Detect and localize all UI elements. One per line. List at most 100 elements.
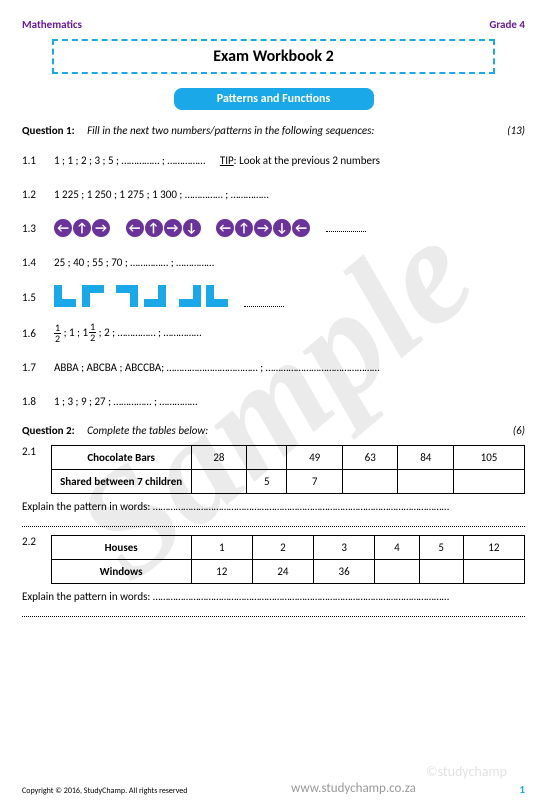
arrow-left-icon: ← bbox=[126, 219, 144, 237]
answer-blank bbox=[326, 222, 366, 232]
item-seq: 12 ; 1 ; 112 ; 2 ; …………… ; …………… bbox=[54, 322, 525, 344]
answer-blank bbox=[244, 297, 284, 307]
q2-label: Question 2: bbox=[22, 424, 75, 437]
table-row: Windows 12 24 36 bbox=[51, 560, 524, 584]
tip-text: TIP: Look at the previous 2 numbers bbox=[220, 154, 380, 167]
arrow-group-2: ←↑→↓ bbox=[126, 219, 202, 237]
arrow-left-icon: ← bbox=[292, 219, 310, 237]
seq-text: 1 ; 1 ; 2 ; 3 ; 5 ; …………… ; …………… bbox=[54, 154, 205, 167]
row-header: Windows bbox=[51, 560, 191, 584]
table-cell: 36 bbox=[314, 560, 375, 584]
table-cell bbox=[247, 446, 287, 470]
website-text: www.studychamp.co.za bbox=[188, 781, 520, 796]
table-row: Shared between 7 children 5 7 bbox=[51, 470, 524, 494]
l-shape-icon bbox=[144, 285, 166, 307]
arrow-pattern: ←↑→ ←↑→↓ ←↑→↓← bbox=[54, 219, 525, 237]
item-num: 1.5 bbox=[22, 291, 46, 304]
q1-item-6: 1.6 12 ; 1 ; 112 ; 2 ; …………… ; …………… bbox=[22, 322, 525, 344]
page-number: 1 bbox=[519, 783, 525, 796]
question-1-heading: Question 1: Fill in the next two numbers… bbox=[22, 124, 525, 137]
item-seq: 1 ; 3 ; 9 ; 27 ; …………… ; …………… bbox=[54, 395, 525, 408]
arrow-group-3: ←↑→↓← bbox=[216, 219, 311, 237]
arrow-group-1: ←↑→ bbox=[54, 219, 111, 237]
q2-table-1-wrap: 2.1 Chocolate Bars 28 49 63 84 105 Share… bbox=[22, 445, 525, 494]
item-num: 1.8 bbox=[22, 395, 46, 408]
workbook-title: Exam Workbook 2 bbox=[52, 39, 495, 74]
item-num: 1.4 bbox=[22, 256, 46, 269]
page-footer: Copyright © 2016, StudyChamp. All rights… bbox=[22, 781, 525, 796]
explain-2: Explain the pattern in words: …………………………… bbox=[22, 590, 525, 603]
arrow-left-icon: ← bbox=[216, 219, 234, 237]
tip-label: TIP bbox=[220, 154, 234, 167]
l-shape-icon bbox=[206, 285, 228, 307]
arrow-right-icon: → bbox=[92, 219, 110, 237]
houses-table: Houses 1 2 3 4 5 12 Windows 12 24 36 bbox=[51, 535, 525, 584]
item-seq: ABBA ; ABCBA ; ABCCBA; ……………………………… ; ……… bbox=[54, 361, 525, 374]
row-header: Chocolate Bars bbox=[51, 446, 191, 470]
table-cell: 4 bbox=[375, 536, 419, 560]
table-cell: 84 bbox=[398, 446, 454, 470]
q1-item-5: 1.5 bbox=[22, 285, 525, 310]
q1-item-1: 1.1 1 ; 1 ; 2 ; 3 ; 5 ; …………… ; …………… TI… bbox=[22, 149, 525, 171]
l-shape-icon bbox=[116, 285, 138, 307]
wm-l1: ©studychamp bbox=[426, 763, 507, 780]
item-num: 1.1 bbox=[22, 154, 46, 167]
q2-marks: (6) bbox=[513, 424, 525, 437]
table-cell: 24 bbox=[252, 560, 313, 584]
answer-line bbox=[22, 515, 525, 527]
table-cell: 12 bbox=[463, 536, 524, 560]
table-cell bbox=[454, 470, 525, 494]
l-shape-icon bbox=[54, 285, 76, 307]
page-header: Mathematics Grade 4 bbox=[22, 18, 525, 31]
table-cell: 28 bbox=[191, 446, 247, 470]
table-cell: 7 bbox=[287, 470, 343, 494]
table-cell: 5 bbox=[419, 536, 463, 560]
q1-label: Question 1: bbox=[22, 124, 75, 137]
l-shape-pattern bbox=[54, 285, 525, 310]
table-cell bbox=[191, 470, 247, 494]
watermark-site: ©studychamp bbox=[426, 763, 507, 780]
q1-marks: (13) bbox=[507, 124, 525, 137]
arrow-up-icon: ↑ bbox=[73, 219, 91, 237]
q2-text: Complete the tables below: bbox=[87, 424, 208, 437]
table-cell: 5 bbox=[247, 470, 287, 494]
answer-line bbox=[22, 605, 525, 617]
arrow-left-icon: ← bbox=[54, 219, 72, 237]
table-row: Chocolate Bars 28 49 63 84 105 bbox=[51, 446, 524, 470]
q1-item-2: 1.2 1 225 ; 1 250 ; 1 275 ; 1 300 ; …………… bbox=[22, 183, 525, 205]
row-header: Houses bbox=[51, 536, 191, 560]
arrow-down-icon: ↓ bbox=[183, 219, 201, 237]
mixed-fraction: 112 bbox=[83, 322, 97, 343]
item-num: 1.3 bbox=[22, 222, 46, 235]
table-cell: 49 bbox=[287, 446, 343, 470]
arrow-right-icon: → bbox=[254, 219, 272, 237]
table-cell: 63 bbox=[342, 446, 398, 470]
item-seq: 1 ; 1 ; 2 ; 3 ; 5 ; …………… ; …………… TIP: L… bbox=[54, 154, 525, 167]
l-shape-icon bbox=[179, 285, 201, 307]
question-2-heading: Question 2: Complete the tables below: (… bbox=[22, 424, 525, 437]
fraction: 12 bbox=[54, 323, 61, 344]
arrow-up-icon: ↑ bbox=[235, 219, 253, 237]
explain-1: Explain the pattern in words: …………………………… bbox=[22, 500, 525, 513]
table-cell bbox=[398, 470, 454, 494]
q1-text: Fill in the next two numbers/patterns in… bbox=[87, 124, 374, 137]
grade-label: Grade 4 bbox=[489, 18, 525, 31]
table-cell: 3 bbox=[314, 536, 375, 560]
copyright-text: Copyright © 2016, StudyChamp. All rights… bbox=[22, 786, 188, 796]
table-cell bbox=[375, 560, 419, 584]
table-cell bbox=[342, 470, 398, 494]
chocolate-table: Chocolate Bars 28 49 63 84 105 Shared be… bbox=[51, 445, 525, 494]
item-seq: 1 225 ; 1 250 ; 1 275 ; 1 300 ; …………… ; … bbox=[54, 188, 525, 201]
table-row: Houses 1 2 3 4 5 12 bbox=[51, 536, 524, 560]
row-header: Shared between 7 children bbox=[51, 470, 191, 494]
item-num: 2.1 bbox=[22, 445, 45, 494]
arrow-right-icon: → bbox=[164, 219, 182, 237]
table-cell bbox=[463, 560, 524, 584]
item-num: 1.6 bbox=[22, 327, 46, 340]
item-seq: 25 ; 40 ; 55 ; 70 ; …………… ; …………… bbox=[54, 256, 525, 269]
table-cell bbox=[419, 560, 463, 584]
tip-body: : Look at the previous 2 numbers bbox=[234, 154, 380, 167]
page-content: Mathematics Grade 4 Exam Workbook 2 Patt… bbox=[0, 0, 547, 645]
section-heading: Patterns and Functions bbox=[174, 88, 374, 110]
table-cell: 2 bbox=[252, 536, 313, 560]
